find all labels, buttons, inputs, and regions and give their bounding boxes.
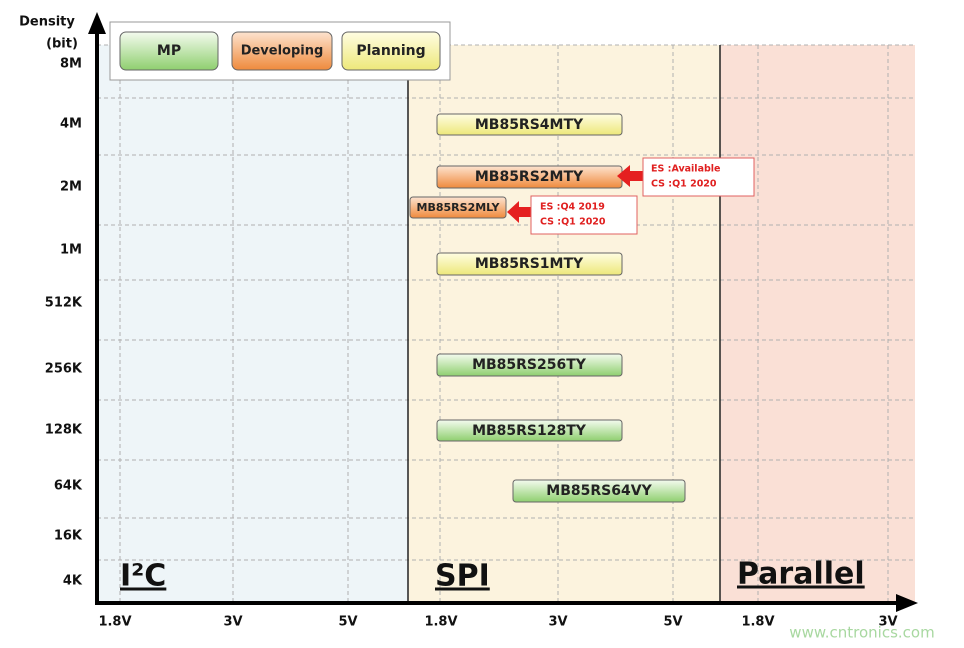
y-label: 1M [60,243,82,258]
y-label: 4K [63,574,83,589]
product-label: MB85RS2MTY [475,169,584,185]
x-label: 3V [223,615,242,630]
axis-labels: 8M 4M 2M 1M 512K 256K 128K 64K 16K 4K 1.8V 3V 5V 1.8V… [45,57,898,630]
spi-region [408,45,720,602]
watermark: www.cntronics.com [789,624,934,642]
product-label: MB85RS4MTY [475,117,584,133]
product-box [436,353,623,377]
legend-label: MP [157,43,181,59]
y-arrow [88,12,106,34]
y-label: 2M [60,180,82,195]
x-label: 1.8V [98,615,131,630]
callout-box [642,157,755,197]
y-label: 512K [45,296,83,311]
callout-text: CS :Q1 2020 [540,217,606,228]
section-label: I²C [120,559,166,594]
legend-planning [341,31,441,71]
product-box [512,479,686,503]
x-label: 1.8V [741,615,774,630]
product-box [436,419,623,442]
x-label: 1.8V [424,615,457,630]
legend-label: Planning [356,43,425,59]
axis-title: (bit) [46,37,78,52]
callout-text: CS :Q1 2020 [651,179,717,190]
callout-text: ES :Q4 2019 [540,202,605,213]
y-label: 64K [54,479,83,494]
callout-box [530,195,638,235]
x-arrow [896,594,918,612]
legend-label: Developing [241,44,324,59]
product-box [436,252,623,276]
section-label: SPI [435,559,490,594]
axis-title: Density [19,15,75,30]
callout-arrow [617,165,644,187]
product-label: MB85RS64VY [546,483,652,499]
x-label: 5V [663,615,682,630]
x-label: 3V [548,615,567,630]
y-label: 16K [54,529,83,544]
product-label: MB85RS1MTY [475,256,584,272]
product-box [436,113,623,136]
callout-text: ES :Available [651,164,720,175]
i2c-region [97,45,408,602]
x-label: 3V [878,615,897,630]
section-label: Parallel [737,557,865,592]
y-label: 256K [45,362,83,377]
product-label: MB85RS2MLY [417,201,501,214]
product-label: MB85RS128TY [472,423,587,439]
product-label: MB85RS256TY [472,357,587,373]
y-label: 128K [45,423,83,438]
y-label: 8M [60,57,82,72]
callout-arrow [507,201,532,223]
parallel-region [720,45,915,602]
y-label: 4M [60,117,82,132]
legend-mp [119,31,219,71]
grid [97,44,915,602]
product-box [409,196,507,219]
x-label: 5V [338,615,357,630]
legend-developing [231,31,333,71]
